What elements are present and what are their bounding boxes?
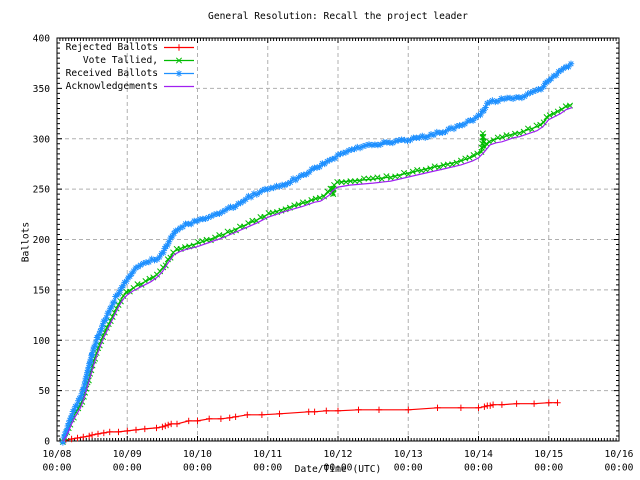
svg-text:00:00: 00:00 [324, 463, 353, 474]
legend-label-rejected-ballots: Rejected Ballots [65, 42, 158, 53]
svg-text:10/15: 10/15 [534, 449, 563, 460]
svg-text:10/09: 10/09 [113, 449, 142, 460]
svg-text:00:00: 00:00 [394, 463, 423, 474]
svg-text:00:00: 00:00 [43, 463, 72, 474]
svg-text:10/10: 10/10 [183, 449, 212, 460]
legend-label-vote-tallied: Vote Tallied, [82, 55, 158, 66]
legend-sample-received-ballots [164, 70, 194, 77]
svg-text:100: 100 [33, 336, 51, 347]
chart-title: General Resolution: Recall the project l… [208, 11, 468, 22]
legend-sample-rejected-ballots [164, 44, 194, 51]
svg-text:50: 50 [38, 386, 50, 397]
svg-text:300: 300 [33, 134, 51, 145]
legend-sample-acknowledgements [164, 85, 194, 88]
svg-text:400: 400 [33, 34, 51, 45]
svg-text:10/08: 10/08 [43, 449, 72, 460]
svg-text:00:00: 00:00 [113, 463, 142, 474]
svg-text:10/16: 10/16 [605, 449, 634, 460]
svg-text:0: 0 [44, 437, 50, 448]
legend-sample-vote-tallied [164, 57, 194, 64]
svg-text:10/13: 10/13 [394, 449, 423, 460]
svg-text:350: 350 [33, 84, 51, 95]
svg-text:00:00: 00:00 [183, 463, 212, 474]
svg-text:150: 150 [33, 285, 51, 296]
svg-text:10/12: 10/12 [324, 449, 353, 460]
legend-label-acknowledgements: Acknowledgements [65, 81, 158, 92]
svg-text:00:00: 00:00 [605, 463, 634, 474]
y-axis-label: Ballots [20, 221, 32, 263]
svg-text:00:00: 00:00 [534, 463, 563, 474]
svg-text:00:00: 00:00 [464, 463, 493, 474]
x-axis-label: Date/Time (UTC) [294, 464, 382, 475]
svg-text:10/11: 10/11 [253, 449, 282, 460]
legend-label-received-ballots: Received Ballots [65, 68, 158, 79]
svg-text:250: 250 [33, 185, 51, 196]
svg-text:10/14: 10/14 [464, 449, 493, 460]
svg-text:200: 200 [33, 235, 51, 246]
svg-text:00:00: 00:00 [253, 463, 282, 474]
